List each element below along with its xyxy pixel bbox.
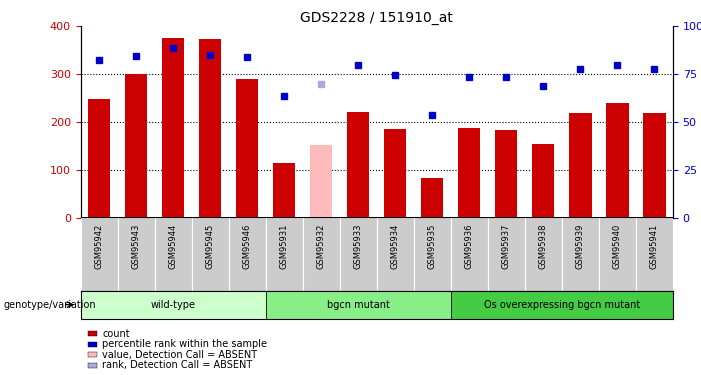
Text: GSM95946: GSM95946 [243,224,252,269]
Text: count: count [102,329,130,339]
Bar [495,130,517,218]
Bar [532,144,554,218]
Bar [525,217,562,291]
Title: GDS2228 / 151910_at: GDS2228 / 151910_at [300,11,454,25]
Text: GSM95941: GSM95941 [650,224,659,268]
Bar [414,217,451,291]
Text: GSM95931: GSM95931 [280,224,289,269]
Bar [488,217,525,291]
Text: GSM95935: GSM95935 [428,224,437,269]
Text: percentile rank within the sample: percentile rank within the sample [102,339,267,349]
Bar [644,113,665,218]
Text: bgcn mutant: bgcn mutant [327,300,390,310]
Bar [118,217,155,291]
Bar [266,291,451,319]
Bar [384,129,407,218]
Text: GSM95943: GSM95943 [132,224,141,269]
Bar [340,217,377,291]
Bar [81,217,118,291]
Bar [606,103,629,218]
Text: value, Detection Call = ABSENT: value, Detection Call = ABSENT [102,350,257,360]
Bar [421,178,444,218]
Bar [636,217,673,291]
Text: GSM95939: GSM95939 [576,224,585,269]
Bar [229,217,266,291]
Text: GSM95936: GSM95936 [465,224,474,269]
Bar [155,217,191,291]
Bar [303,217,340,291]
Text: GSM95940: GSM95940 [613,224,622,268]
Text: GSM95934: GSM95934 [390,224,400,269]
Bar [191,217,229,291]
Bar [162,38,184,218]
Text: rank, Detection Call = ABSENT: rank, Detection Call = ABSENT [102,360,252,370]
Bar [81,291,266,319]
Text: genotype/variation: genotype/variation [4,300,96,310]
Bar [451,217,488,291]
Bar [599,217,636,291]
Text: GSM95938: GSM95938 [539,224,548,269]
Bar [273,162,295,218]
Bar [88,99,110,218]
Text: GSM95932: GSM95932 [317,224,326,269]
Bar [199,39,222,218]
Text: GSM95945: GSM95945 [205,224,215,268]
Bar [236,79,258,218]
Bar [377,217,414,291]
Text: wild-type: wild-type [151,300,196,310]
Bar [266,217,303,291]
Bar [562,217,599,291]
Text: GSM95937: GSM95937 [502,224,511,269]
Bar [347,112,369,218]
Bar [125,74,147,217]
Bar [451,291,673,319]
Bar [310,145,332,218]
Bar [458,128,480,218]
Text: Os overexpressing bgcn mutant: Os overexpressing bgcn mutant [484,300,640,310]
Bar [569,113,592,218]
Text: GSM95933: GSM95933 [354,224,363,269]
Text: GSM95942: GSM95942 [95,224,104,268]
Text: GSM95944: GSM95944 [169,224,177,268]
